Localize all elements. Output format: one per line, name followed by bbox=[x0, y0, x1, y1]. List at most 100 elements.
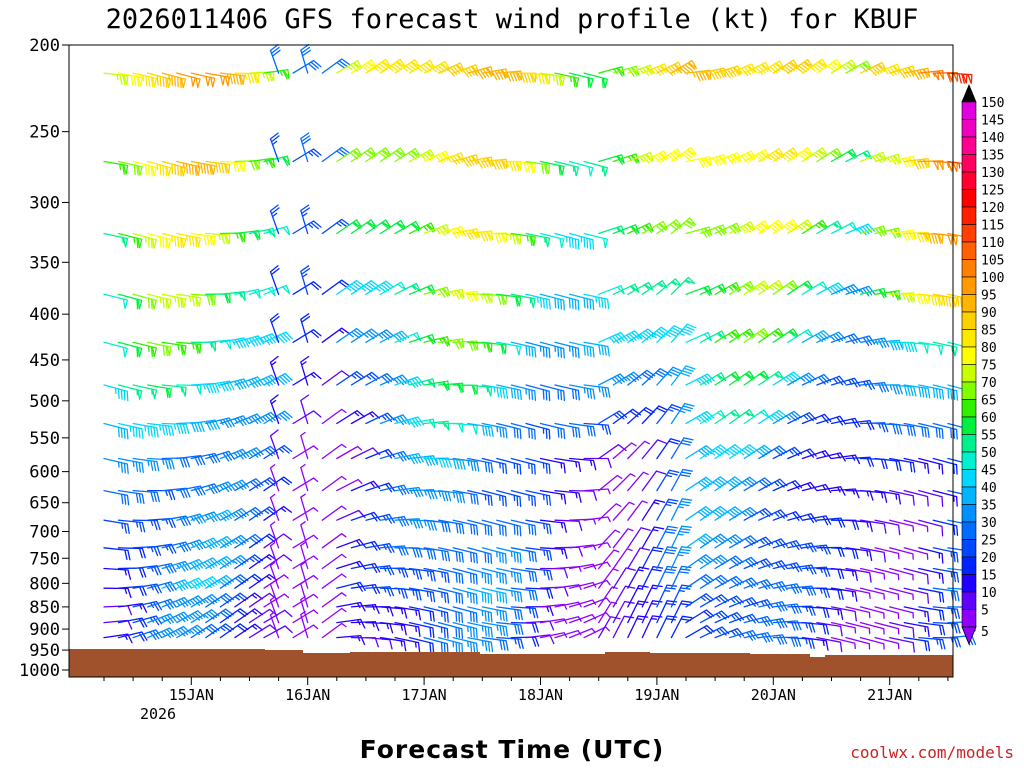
colorbar-label: 45 bbox=[981, 464, 997, 479]
wind-barb bbox=[554, 160, 580, 177]
wind-barb bbox=[510, 621, 539, 633]
wind-barb bbox=[248, 477, 278, 492]
wind-barb bbox=[117, 457, 144, 474]
wind-barb bbox=[554, 584, 582, 591]
wind-barb bbox=[670, 565, 692, 589]
wind-barb bbox=[510, 384, 537, 401]
time-tick-label: 17JAN bbox=[402, 686, 447, 704]
wind-barb bbox=[627, 406, 655, 425]
wind-barb bbox=[525, 160, 551, 175]
wind-barb bbox=[699, 154, 727, 167]
wind-barb bbox=[161, 384, 187, 397]
wind-barb bbox=[161, 457, 191, 468]
wind-barb bbox=[394, 59, 421, 74]
wind-barb bbox=[423, 587, 450, 604]
wind-barb bbox=[772, 603, 802, 614]
wind-barb bbox=[300, 204, 311, 235]
colorbar-min-triangle bbox=[961, 626, 977, 646]
wind-barb bbox=[496, 567, 523, 584]
colorbar-label: 95 bbox=[981, 289, 997, 304]
time-tick-label: 18JAN bbox=[518, 686, 563, 704]
colorbar-label: 85 bbox=[981, 324, 997, 339]
colorbar-swatch bbox=[961, 381, 977, 400]
wind-barb bbox=[205, 339, 232, 350]
wind-barb bbox=[801, 413, 832, 425]
wind-barb bbox=[263, 155, 291, 167]
wind-barb bbox=[147, 160, 172, 177]
wind-barb bbox=[903, 567, 929, 585]
wind-barb bbox=[176, 485, 206, 497]
wind-barb bbox=[889, 567, 914, 581]
wind-barb bbox=[816, 621, 843, 637]
wind-barb bbox=[408, 284, 436, 295]
wind-barb bbox=[321, 505, 347, 521]
colorbar-label: 5 bbox=[981, 604, 989, 619]
wind-barb bbox=[568, 489, 598, 501]
wind-barb bbox=[903, 636, 931, 652]
wind-barb bbox=[874, 489, 901, 505]
colorbar-swatch bbox=[961, 434, 977, 453]
wind-barb bbox=[859, 225, 887, 237]
wind-barb bbox=[161, 232, 187, 249]
wind-barb bbox=[874, 227, 902, 239]
wind-barb bbox=[932, 457, 958, 475]
wind-barb bbox=[292, 534, 319, 549]
wind-barb bbox=[670, 402, 695, 425]
wind-barb bbox=[147, 581, 177, 593]
wind-barb bbox=[525, 634, 555, 645]
wind-barb bbox=[758, 219, 785, 235]
wind-barb bbox=[525, 620, 555, 631]
wind-barb bbox=[903, 457, 930, 474]
wind-barb bbox=[467, 567, 493, 585]
wind-barb bbox=[830, 333, 861, 345]
wind-barb bbox=[248, 71, 275, 82]
wind-barb bbox=[132, 489, 160, 503]
wind-barb bbox=[234, 623, 264, 639]
wind-barb bbox=[903, 157, 930, 170]
wind-barb bbox=[728, 409, 756, 425]
wind-barb bbox=[147, 384, 172, 399]
wind-barb bbox=[379, 567, 409, 578]
wind-barb bbox=[641, 280, 668, 295]
wind-barb bbox=[699, 224, 727, 236]
wind-barb bbox=[583, 612, 611, 624]
wind-barb bbox=[190, 593, 220, 608]
pressure-axis: 200 250 300 350 400 450 500 550 600 650 700 750 800 8… bbox=[19, 36, 69, 681]
wind-barb bbox=[365, 147, 392, 163]
wind-barb bbox=[467, 341, 493, 353]
wind-barb bbox=[300, 132, 311, 163]
wind-barb bbox=[190, 293, 216, 306]
x-axis-label: Forecast Time (UTC) bbox=[360, 735, 665, 764]
wind-barb bbox=[612, 473, 636, 492]
wind-barb bbox=[336, 634, 366, 646]
wind-barb bbox=[889, 155, 916, 168]
wind-barb bbox=[525, 547, 553, 561]
wind-barb bbox=[496, 232, 522, 245]
wind-barb bbox=[365, 372, 395, 386]
wind-barb bbox=[627, 615, 649, 639]
wind-barbs bbox=[103, 43, 977, 654]
wind-barb bbox=[161, 341, 187, 356]
wind-barb bbox=[772, 410, 802, 425]
wind-barb bbox=[205, 450, 235, 462]
colorbar-label: 35 bbox=[981, 499, 997, 514]
wind-barb bbox=[452, 621, 478, 639]
wind-barb bbox=[394, 547, 423, 558]
wind-barb bbox=[539, 341, 565, 359]
wind-barb bbox=[219, 608, 249, 624]
wind-barb bbox=[903, 587, 930, 604]
wind-barb bbox=[859, 636, 885, 650]
wind-barb bbox=[510, 587, 538, 601]
wind-barb bbox=[205, 574, 235, 589]
wind-barb bbox=[743, 409, 770, 425]
wind-barb bbox=[147, 517, 176, 529]
wind-barb bbox=[423, 380, 450, 391]
wind-barb bbox=[336, 538, 366, 549]
colorbar-label: 65 bbox=[981, 394, 997, 409]
wind-barb bbox=[219, 415, 250, 427]
wind-barb bbox=[481, 68, 509, 81]
wind-barb bbox=[889, 384, 917, 397]
wind-barb bbox=[758, 560, 788, 570]
wind-barb bbox=[365, 482, 396, 493]
wind-barb bbox=[728, 221, 756, 235]
